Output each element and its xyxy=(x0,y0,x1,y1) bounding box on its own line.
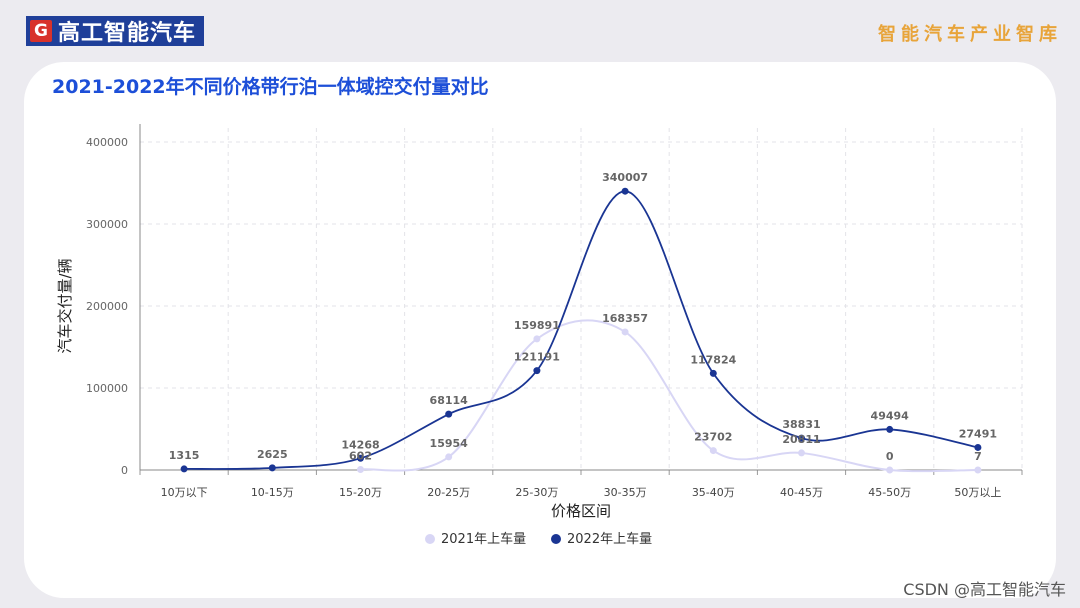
data-label: 38831 xyxy=(782,418,820,431)
data-label: 340007 xyxy=(602,171,648,184)
data-point xyxy=(709,447,717,455)
y-tick-label: 200000 xyxy=(86,300,128,313)
y-tick-label: 0 xyxy=(121,464,128,477)
chart-title: 2021-2022年不同价格带行泊一体域控交付量对比 xyxy=(52,76,489,98)
legend-label: 2022年上车量 xyxy=(567,531,652,547)
data-label: 121191 xyxy=(514,351,560,364)
x-tick-label: 40-45万 xyxy=(780,486,823,499)
x-tick-label: 15-20万 xyxy=(339,486,382,499)
x-tick-label: 50万以上 xyxy=(954,486,1001,499)
x-tick-label: 35-40万 xyxy=(692,486,735,499)
data-label: 27491 xyxy=(959,427,997,440)
data-point xyxy=(974,466,982,474)
data-label: 0 xyxy=(886,450,894,463)
brand-mark: G xyxy=(30,20,52,42)
data-label: 1315 xyxy=(169,449,200,462)
tagline: 智能汽车产业智库 xyxy=(878,24,1062,45)
series-line xyxy=(360,319,978,473)
y-tick-label: 400000 xyxy=(86,136,128,149)
data-label: 49494 xyxy=(871,409,910,422)
data-point xyxy=(798,434,805,442)
x-tick-label: 10-15万 xyxy=(251,486,294,499)
data-label: 602 xyxy=(349,450,372,463)
x-tick-label: 45-50万 xyxy=(868,486,911,499)
data-label: 2625 xyxy=(257,448,288,461)
data-label: 159891 xyxy=(514,319,560,332)
data-label: 68114 xyxy=(430,394,469,407)
data-point xyxy=(621,328,629,336)
data-label: 117824 xyxy=(690,353,736,366)
x-tick-label: 30-35万 xyxy=(604,486,647,499)
data-label: 15954 xyxy=(430,437,469,450)
x-tick-label: 10万以下 xyxy=(161,486,208,499)
data-point xyxy=(886,466,894,474)
series-line xyxy=(184,190,979,470)
legend-marker xyxy=(551,534,561,544)
data-label: 23702 xyxy=(694,431,732,444)
data-point xyxy=(974,443,982,451)
data-point xyxy=(268,464,276,472)
data-point xyxy=(798,449,805,457)
data-point xyxy=(357,466,364,474)
x-tick-label: 20-25万 xyxy=(427,486,470,499)
data-label: 168357 xyxy=(602,312,648,325)
data-point xyxy=(533,335,541,343)
data-point xyxy=(357,454,364,462)
data-point xyxy=(445,410,453,418)
data-point xyxy=(445,453,453,461)
x-axis-title: 价格区间 xyxy=(551,502,611,520)
y-axis-title: 汽车交付量/辆 xyxy=(56,258,74,353)
y-tick-label: 300000 xyxy=(86,218,128,231)
data-label: 7 xyxy=(974,450,982,463)
data-point xyxy=(886,425,894,433)
brand-name: 高工智能汽车 xyxy=(58,21,197,46)
data-point xyxy=(621,187,629,195)
chart-card xyxy=(24,62,1056,598)
data-point xyxy=(533,367,541,375)
y-tick-label: 100000 xyxy=(86,382,128,395)
data-label: 14268 xyxy=(341,438,379,451)
legend-label: 2021年上车量 xyxy=(441,531,526,547)
x-tick-label: 25-30万 xyxy=(515,486,558,499)
legend-marker xyxy=(425,534,435,544)
brand-logo: G 高工智能汽车 xyxy=(26,16,205,46)
data-label: 20811 xyxy=(782,433,820,446)
data-point xyxy=(180,465,188,473)
data-point xyxy=(709,369,717,377)
watermark: CSDN @高工智能汽车 xyxy=(903,580,1066,599)
